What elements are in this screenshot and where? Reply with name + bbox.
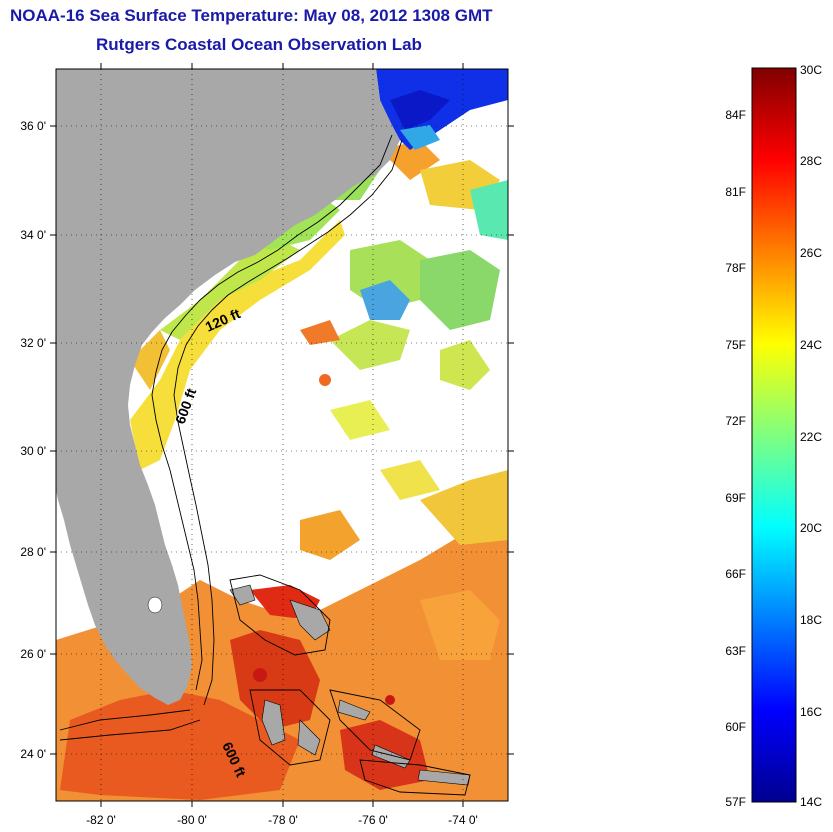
colorbar-c-22: 22C: [800, 430, 822, 444]
colorbar-f-66: 66F: [725, 567, 746, 581]
lat-label-26: 26 0': [20, 647, 46, 661]
colorbar-c-24: 24C: [800, 338, 822, 352]
lat-label-34: 34 0': [20, 228, 46, 242]
lon-label-78: -78 0': [268, 813, 298, 827]
colorbar-f-57: 57F: [725, 795, 746, 809]
lon-label-82: -82 0': [86, 813, 116, 827]
lon-label-80: -80 0': [177, 813, 207, 827]
lat-label-36: 36 0': [20, 119, 46, 133]
depth-contours: [59, 134, 471, 796]
map-frame: [55, 68, 509, 802]
colorbar-f-63: 63F: [725, 644, 746, 658]
colorbar-c-18: 18C: [800, 613, 822, 627]
graticule: [56, 69, 508, 801]
colorbar-f-78: 78F: [725, 261, 746, 275]
colorbar-f-84: 84F: [725, 108, 746, 122]
colorbar-c-28: 28C: [800, 154, 822, 168]
map-title: NOAA-16 Sea Surface Temperature: May 08,…: [10, 6, 493, 25]
colorbar-c-16: 16C: [800, 705, 822, 719]
map-subtitle: Rutgers Coastal Ocean Observation Lab: [96, 35, 422, 54]
colorbar-c-30: 30C: [800, 63, 822, 77]
lake-okeechobee: [147, 596, 163, 614]
colorbar-f-75: 75F: [725, 338, 746, 352]
colorbar-f-72: 72F: [725, 414, 746, 428]
lon-label-76: -76 0': [358, 813, 388, 827]
lat-label-30: 30 0': [20, 444, 46, 458]
colorbar: [751, 67, 797, 803]
colorbar-c-20: 20C: [800, 521, 822, 535]
colorbar-f-69: 69F: [725, 491, 746, 505]
lat-label-24: 24 0': [20, 747, 46, 761]
colorbar-f-81: 81F: [725, 185, 746, 199]
lat-label-32: 32 0': [20, 336, 46, 350]
colorbar-c-14: 14C: [800, 795, 822, 809]
colorbar-c-26: 26C: [800, 246, 822, 260]
lon-label-74: -74 0': [448, 813, 478, 827]
land-mass: [56, 69, 400, 705]
axis-ticks: [50, 63, 514, 807]
lat-label-28: 28 0': [20, 545, 46, 559]
colorbar-f-60: 60F: [725, 720, 746, 734]
